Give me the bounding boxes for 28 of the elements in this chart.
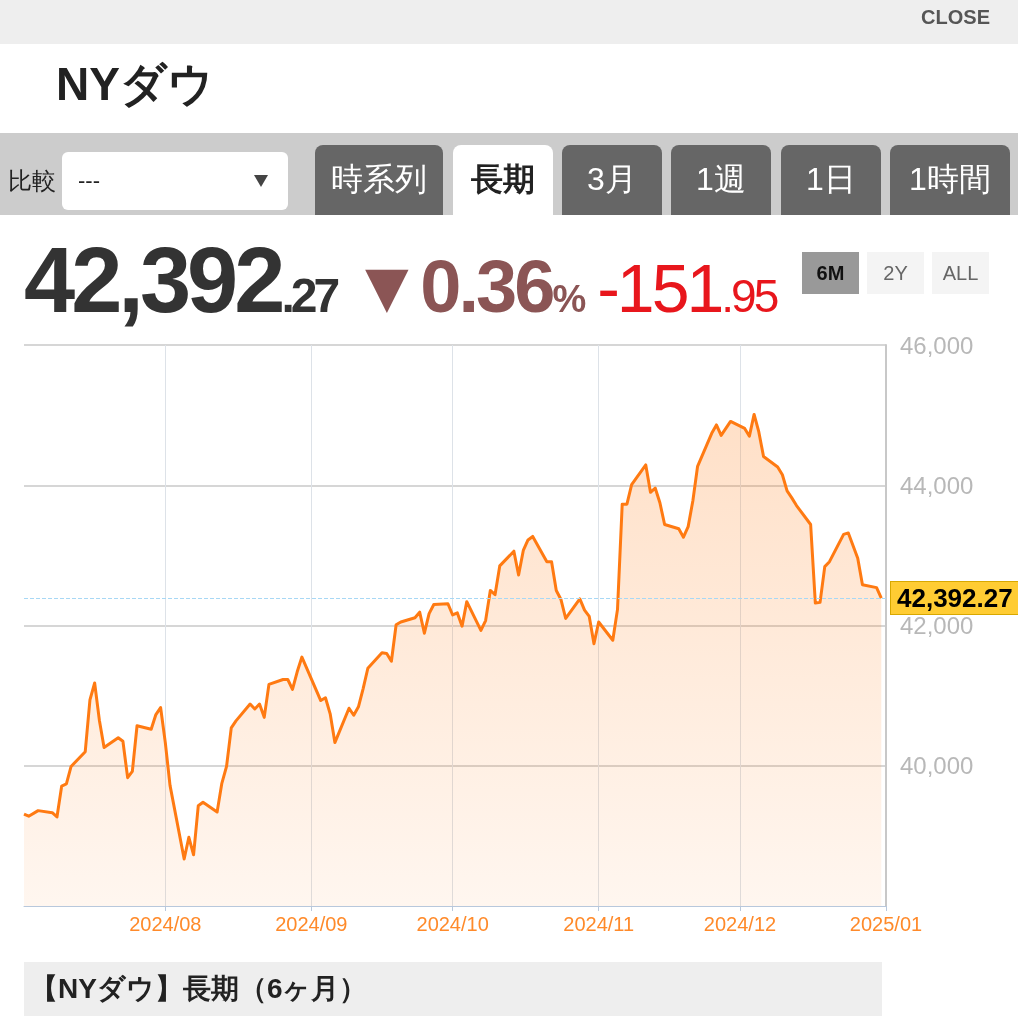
- text: 時系列: [315, 145, 443, 215]
- ref-line-label: 42,392.27: [897, 582, 1013, 613]
- x-tick-label: 2024/11: [563, 913, 635, 935]
- chart-title: NYダウ: [56, 57, 214, 112]
- text: 6M: [802, 252, 859, 294]
- text: ---: [78, 168, 100, 194]
- text: 1週: [671, 145, 771, 215]
- y-tick-label: 40,000: [900, 752, 974, 780]
- x-tick-label: 2024/09: [275, 913, 348, 935]
- text: -151.95: [597, 249, 777, 327]
- text: 比較: [8, 166, 56, 196]
- text: ALL: [932, 252, 989, 294]
- text: 長期: [453, 145, 553, 215]
- text: 【NYダウ】長期（6ヶ月）: [24, 962, 882, 1016]
- x-tick-label: 2024/12: [703, 913, 777, 935]
- y-tick-label: 46,000: [900, 331, 974, 359]
- x-tick-label: 2024/08: [129, 913, 202, 935]
- text: 2Y: [867, 252, 924, 294]
- x-tick-label: 2024/10: [416, 913, 489, 935]
- text: 3月: [562, 145, 662, 215]
- y-tick-label: 42,000: [900, 612, 974, 639]
- x-tick-label: 2025/01: [849, 913, 923, 935]
- text: 1時間: [890, 145, 1010, 215]
- text: CLOSE: [921, 6, 990, 29]
- y-tick-label: 44,000: [900, 471, 974, 499]
- text: 1日: [781, 145, 881, 215]
- text: ▼0.36%: [350, 244, 584, 329]
- text: 42,392.27: [24, 228, 337, 333]
